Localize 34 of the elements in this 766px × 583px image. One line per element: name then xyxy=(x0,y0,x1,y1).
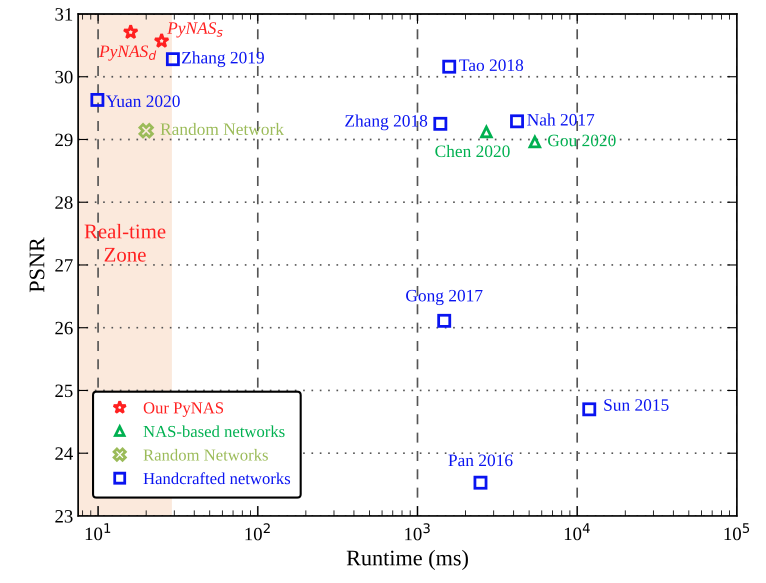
y-tick-label: 31 xyxy=(55,8,72,21)
annotation: Sun 2015 xyxy=(604,399,669,411)
y-axis-title: PSNR xyxy=(30,237,44,292)
legend-label: Handcrafted networks xyxy=(144,472,290,484)
annotation: Yuan 2020 xyxy=(106,95,180,108)
annotation: Nah 2017 xyxy=(527,113,594,126)
y-tick-label: 23 xyxy=(55,510,73,523)
y-tick-label: 29 xyxy=(55,134,73,146)
x-axis-title: Runtime (ms) xyxy=(346,550,468,570)
y-tick-label: 27 xyxy=(55,259,73,272)
y-tick-label: 28 xyxy=(55,196,73,209)
annotation: Zhang 2019 xyxy=(182,51,264,68)
annotation: Zhang 2018 xyxy=(345,114,428,130)
x-tick-label: 10$^{3}$ xyxy=(405,523,430,540)
annotation: Gong 2017 xyxy=(406,290,483,306)
legend-label: Our PyNAS xyxy=(144,402,224,417)
annotation: Random Network xyxy=(160,122,284,136)
annotation: Tao 2018 xyxy=(459,59,524,72)
legend-label: NAS-based networks xyxy=(144,425,285,438)
y-tick-label: 25 xyxy=(55,384,73,398)
x-tick-label: 10$^{5}$ xyxy=(724,523,750,540)
x-tick-label: 10$^{2}$ xyxy=(245,523,270,540)
y-tick-label: 30 xyxy=(55,70,73,84)
annotation: Chen 2020 xyxy=(435,144,510,158)
annotation: Gou 2020 xyxy=(548,134,616,146)
band-label: Real-time Zone xyxy=(84,224,166,262)
y-tick-label: 26 xyxy=(55,322,73,334)
annotation: PyNAS$_{s}$ xyxy=(167,22,223,38)
legend-label: Random Networks xyxy=(144,448,268,461)
annotation: PyNAS$_{d}$ xyxy=(98,45,156,61)
x-tick-label: 10$^{4}$ xyxy=(564,523,590,540)
annotation: Pan 2016 xyxy=(448,454,513,466)
y-tick-label: 24 xyxy=(55,447,73,460)
x-tick-label: 10$^{1}$ xyxy=(86,523,110,540)
